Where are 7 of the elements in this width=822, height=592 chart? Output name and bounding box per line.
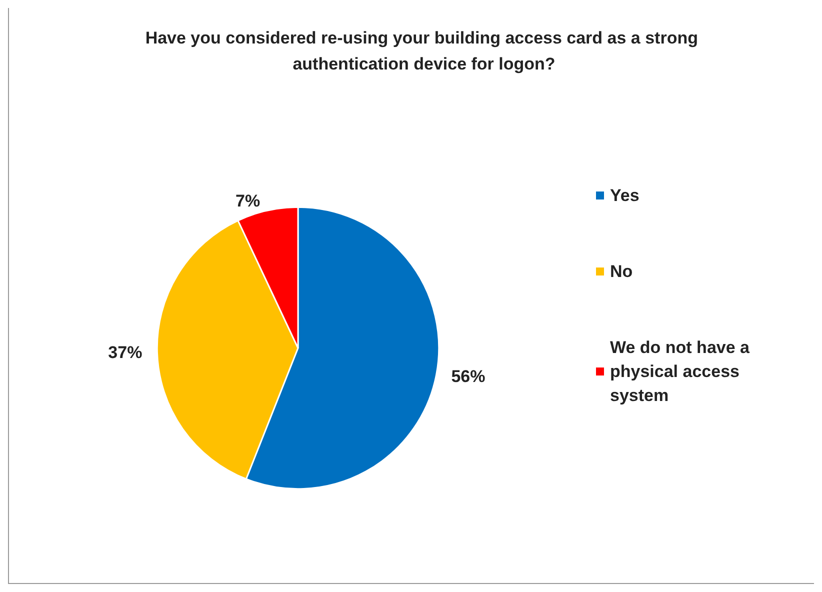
data-label: 37%	[108, 343, 142, 362]
legend-label: We do not have a physical access system	[610, 338, 754, 405]
chart-title: Have you considered re-using your building access card as a strong authentication device for logon?	[145, 28, 703, 74]
legend-label: No	[610, 262, 633, 281]
data-label: 7%	[236, 191, 260, 210]
data-label: 56%	[451, 366, 486, 386]
legend-label: Yes	[610, 186, 640, 205]
